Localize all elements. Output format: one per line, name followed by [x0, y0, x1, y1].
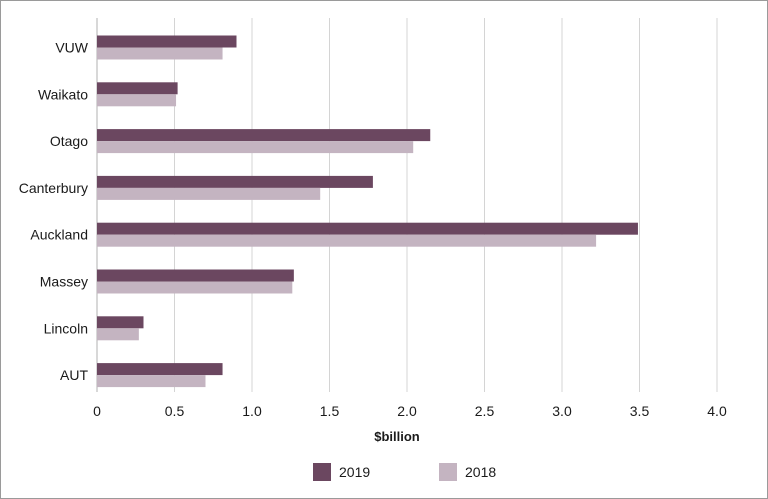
bar-massey-2018 [97, 281, 293, 294]
category-label-massey: Massey [40, 274, 88, 290]
bar-aut-2018 [97, 375, 206, 388]
x-tick-label: 3.5 [630, 403, 650, 419]
bar-canterbury-2019 [97, 175, 373, 188]
category-label-vuw: VUW [55, 40, 88, 56]
bar-otago-2018 [97, 141, 414, 154]
bar-auckland-2019 [97, 222, 638, 235]
legend-swatch-2018 [439, 463, 457, 481]
x-axis-label: $billion [374, 429, 420, 444]
category-label-aut: AUT [60, 367, 88, 383]
bar-otago-2019 [97, 129, 431, 142]
x-tick-label: 4.0 [707, 403, 727, 419]
category-label-lincoln: Lincoln [44, 320, 88, 336]
x-tick-label: 3.0 [552, 403, 572, 419]
bar-aut-2019 [97, 363, 223, 376]
legend-label-2019: 2019 [339, 464, 370, 480]
category-label-waikato: Waikato [38, 86, 88, 102]
category-label-auckland: Auckland [30, 227, 88, 243]
x-tick-label: 0 [93, 403, 101, 419]
x-tick-label: 0.5 [165, 403, 185, 419]
category-label-canterbury: Canterbury [19, 180, 88, 196]
bar-vuw-2019 [97, 35, 237, 48]
x-tick-label: 1.0 [242, 403, 262, 419]
bar-canterbury-2018 [97, 187, 321, 200]
bar-waikato-2018 [97, 94, 177, 107]
legend-swatch-2019 [313, 463, 331, 481]
legend-label-2018: 2018 [465, 464, 496, 480]
bar-massey-2019 [97, 269, 294, 282]
bar-waikato-2019 [97, 82, 178, 95]
x-tick-label: 2.0 [397, 403, 417, 419]
bar-lincoln-2019 [97, 316, 144, 329]
x-tick-label: 2.5 [475, 403, 495, 419]
bar-lincoln-2018 [97, 328, 139, 341]
x-tick-label: 1.5 [320, 403, 340, 419]
bar-vuw-2018 [97, 47, 223, 60]
bar-auckland-2018 [97, 234, 597, 247]
category-label-otago: Otago [50, 133, 88, 149]
